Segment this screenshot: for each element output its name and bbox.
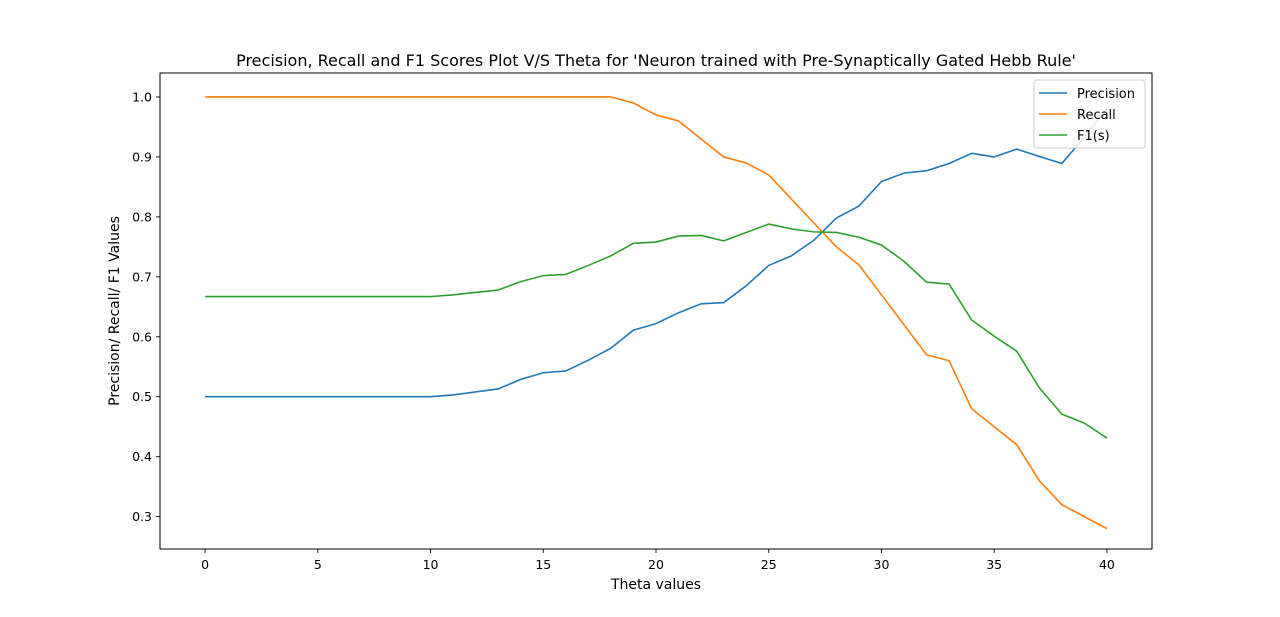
x-tick-label: 15 [535, 557, 551, 572]
x-axis-label: Theta values [610, 577, 701, 593]
x-tick-label: 40 [1099, 557, 1115, 572]
x-tick-label: 25 [761, 557, 777, 572]
x-tick-label: 10 [423, 557, 439, 572]
y-tick-label: 0.7 [132, 269, 152, 284]
x-tick-label: 30 [874, 557, 890, 572]
y-tick-label: 1.0 [132, 89, 152, 104]
y-tick-label: 0.8 [132, 209, 152, 224]
series-line-recall [205, 96, 1108, 530]
y-axis-label: Precision/ Recall/ F1 Values [107, 216, 123, 406]
x-tick-label: 35 [986, 557, 1002, 572]
legend: Precision Recall F1(s) [1033, 79, 1146, 149]
y-tick-label: 0.3 [132, 509, 152, 524]
y-tick-label: 0.9 [132, 149, 152, 164]
series-line-f1-s [205, 223, 1108, 439]
legend-box [1033, 79, 1146, 149]
y-tick-label: 0.5 [132, 389, 152, 404]
x-tick-label: 20 [648, 557, 664, 572]
y-tick-label: 0.4 [132, 449, 152, 464]
x-tick-label: 0 [201, 557, 209, 572]
series-line-precision [205, 108, 1108, 398]
legend-label-recall: Recall [1077, 108, 1116, 123]
plot-area [205, 96, 1108, 530]
y-tick-label: 0.6 [132, 329, 152, 344]
legend-label-f1-s: F1(s) [1077, 129, 1110, 144]
legend-label-precision: Precision [1077, 87, 1135, 102]
x-tick-label: 5 [314, 557, 322, 572]
chart-title: Precision, Recall and F1 Scores Plot V/S… [236, 51, 1076, 70]
